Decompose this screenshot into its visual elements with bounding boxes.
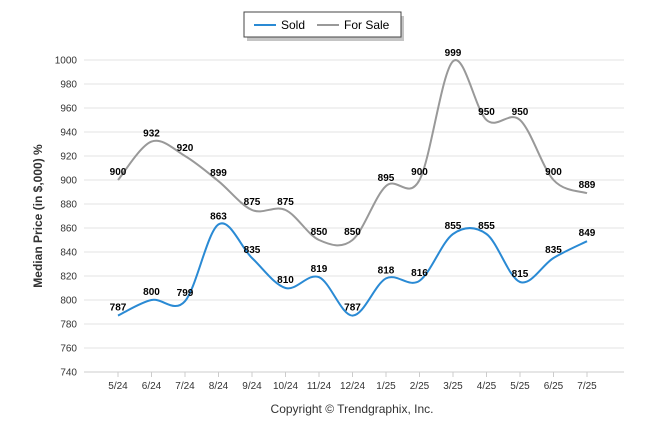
y-tick-940: 940 bbox=[60, 128, 77, 139]
sold-data-label: 863 bbox=[210, 211, 227, 222]
sold-data-label: 835 bbox=[244, 245, 261, 256]
y-tick-980: 980 bbox=[60, 80, 77, 91]
x-tick-5/24: 5/24 bbox=[108, 381, 128, 392]
for-sale-data-label: 900 bbox=[545, 167, 562, 178]
legend: Sold For Sale bbox=[243, 11, 404, 41]
sold-data-label: 835 bbox=[545, 245, 562, 256]
for-sale-data-label: 889 bbox=[579, 180, 596, 191]
y-tick-900: 900 bbox=[60, 176, 77, 187]
for-sale-data-label: 950 bbox=[512, 107, 529, 118]
for-sale-data-label: 900 bbox=[110, 167, 127, 178]
sold-data-label: 800 bbox=[143, 287, 160, 298]
for-sale-data-label: 950 bbox=[478, 107, 495, 118]
for-sale-series-line bbox=[117, 59, 588, 247]
y-tick-840: 840 bbox=[60, 248, 77, 259]
legend-for-sale-label: For Sale bbox=[344, 18, 390, 32]
x-tick-6/24: 6/24 bbox=[142, 381, 162, 392]
y-tick-760: 760 bbox=[60, 344, 77, 355]
series-lines bbox=[117, 59, 588, 317]
sold-data-label: 815 bbox=[512, 269, 529, 280]
copyright-footer: Copyright © Trendgraphix, Inc. bbox=[271, 402, 434, 416]
x-tick-9/24: 9/24 bbox=[242, 381, 262, 392]
x-tick-12/24: 12/24 bbox=[340, 381, 365, 392]
y-tick-800: 800 bbox=[60, 296, 77, 307]
for-sale-data-label: 875 bbox=[244, 197, 261, 208]
for-sale-data-label: 900 bbox=[411, 167, 428, 178]
sold-data-label: 818 bbox=[378, 265, 395, 276]
sold-series-line bbox=[117, 222, 588, 317]
for-sale-data-label: 920 bbox=[177, 143, 194, 154]
data-labels: 787 800 799 863 835 810 819 787 818 816 855 855 815 8… bbox=[110, 48, 596, 313]
sold-data-label: 787 bbox=[110, 303, 127, 314]
for-sale-data-label: 899 bbox=[210, 168, 227, 179]
legend-sold-label: Sold bbox=[281, 18, 305, 32]
y-tick-780: 780 bbox=[60, 320, 77, 331]
grid bbox=[84, 59, 624, 373]
x-tick-2/25: 2/25 bbox=[410, 381, 430, 392]
for-sale-data-label: 999 bbox=[445, 48, 462, 59]
y-axis: 740 760 780 800 820 840 860 880 900 920 940 960 980 1… bbox=[55, 56, 78, 379]
sold-data-label: 855 bbox=[445, 221, 462, 232]
for-sale-data-label: 850 bbox=[311, 227, 328, 238]
y-tick-740: 740 bbox=[60, 368, 77, 379]
y-tick-1000: 1000 bbox=[55, 56, 78, 67]
sold-data-label: 855 bbox=[478, 221, 495, 232]
y-tick-880: 880 bbox=[60, 200, 77, 211]
x-tick-8/24: 8/24 bbox=[209, 381, 229, 392]
y-tick-920: 920 bbox=[60, 152, 77, 163]
x-tick-6/25: 6/25 bbox=[544, 381, 564, 392]
for-sale-data-label: 875 bbox=[277, 197, 294, 208]
x-tick-10/24: 10/24 bbox=[273, 381, 298, 392]
sold-data-label: 787 bbox=[344, 303, 361, 314]
x-tick-5/25: 5/25 bbox=[510, 381, 530, 392]
y-axis-label: Median Price (in $,000) % bbox=[31, 144, 45, 288]
x-axis: 5/24 6/24 7/24 8/24 9/24 10/24 11/24 12/24 1/25 2… bbox=[84, 371, 624, 392]
for-sale-data-label: 850 bbox=[344, 227, 361, 238]
y-tick-860: 860 bbox=[60, 224, 77, 235]
sold-data-label: 799 bbox=[177, 288, 194, 299]
for-sale-data-label: 895 bbox=[378, 173, 395, 184]
sold-data-label: 849 bbox=[579, 228, 596, 239]
for-sale-data-label: 932 bbox=[143, 129, 160, 140]
x-tick-4/25: 4/25 bbox=[477, 381, 497, 392]
x-tick-11/24: 11/24 bbox=[307, 381, 332, 392]
x-tick-3/25: 3/25 bbox=[443, 381, 463, 392]
sold-data-label: 816 bbox=[411, 268, 428, 279]
sold-data-label: 810 bbox=[277, 275, 294, 286]
x-tick-1/25: 1/25 bbox=[376, 381, 396, 392]
x-tick-7/25: 7/25 bbox=[577, 381, 597, 392]
x-tick-7/24: 7/24 bbox=[175, 381, 195, 392]
sold-data-label: 819 bbox=[311, 264, 328, 275]
y-tick-820: 820 bbox=[60, 272, 77, 283]
y-tick-960: 960 bbox=[60, 104, 77, 115]
